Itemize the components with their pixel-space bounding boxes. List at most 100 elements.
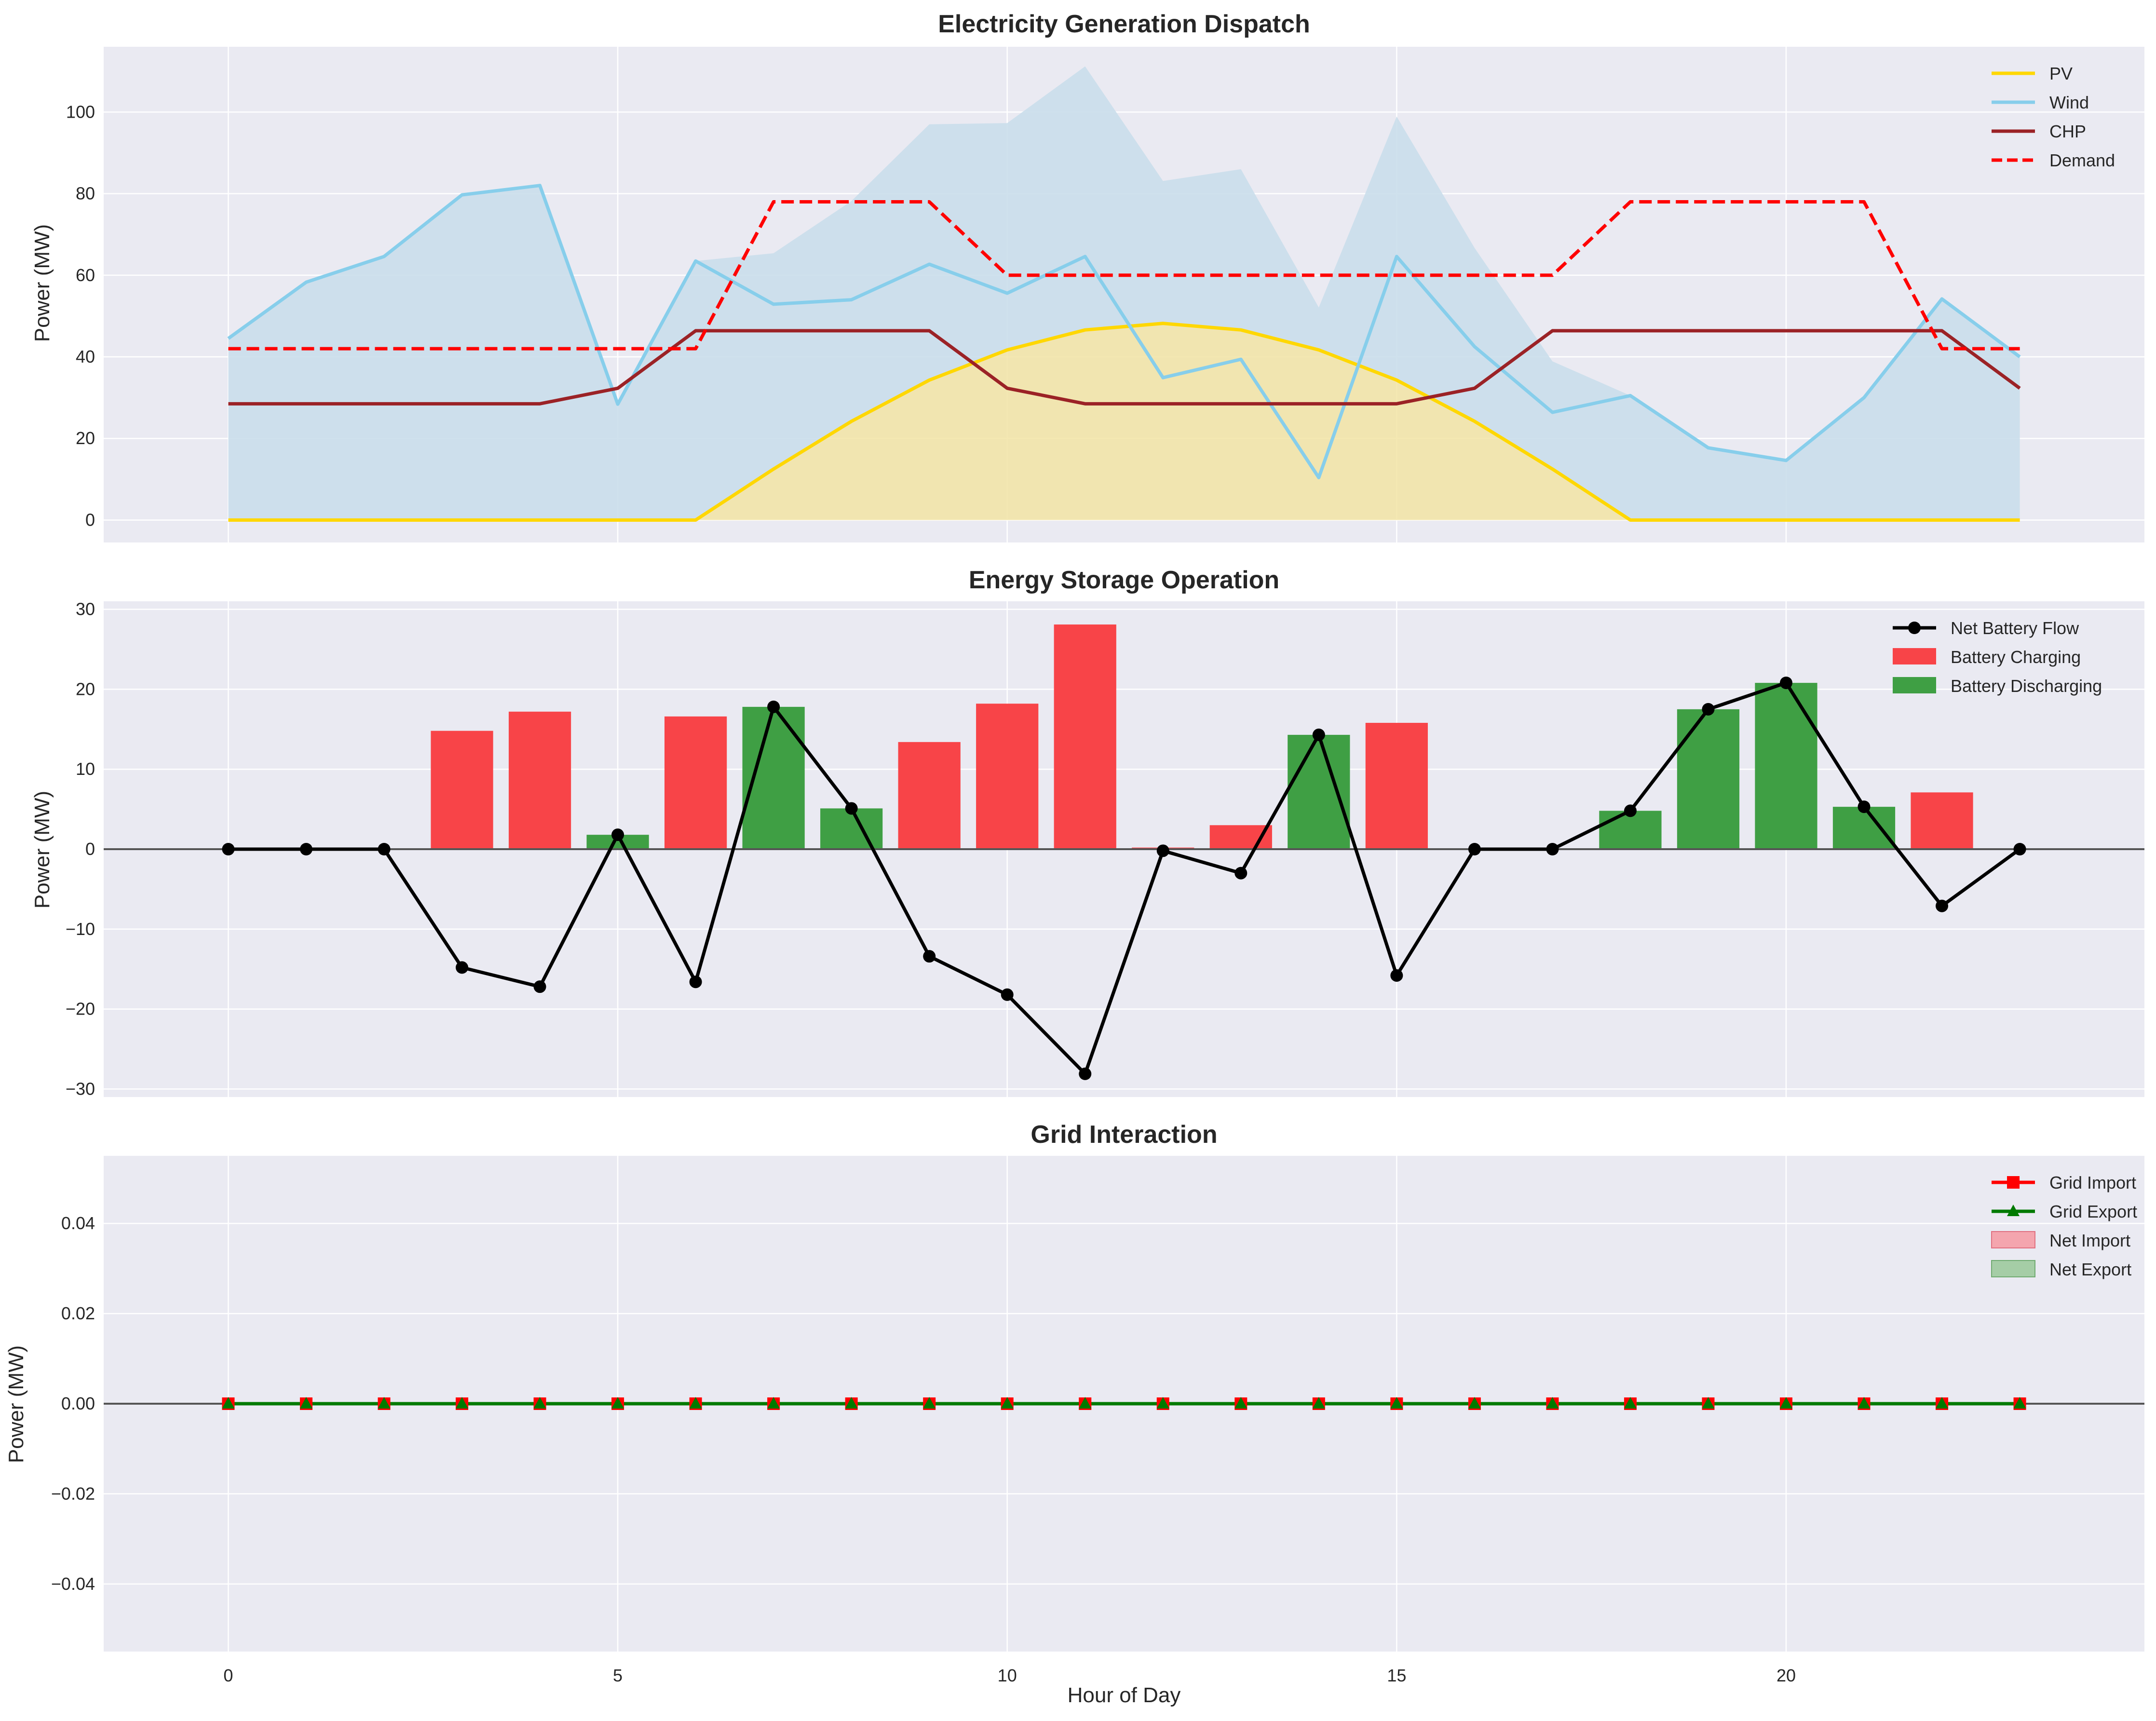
charging-bar: [1911, 792, 1973, 849]
y-tick-label: −30: [66, 1079, 95, 1098]
grid-export-point: [845, 1397, 858, 1409]
legend-label: Battery Discharging: [1951, 676, 2102, 696]
net-battery-point: [299, 843, 312, 855]
y-tick-label: 20: [76, 428, 95, 448]
charging-bar: [664, 716, 727, 849]
grid-export-point: [222, 1397, 235, 1409]
net-battery-point: [1390, 969, 1403, 982]
net-battery-point: [767, 700, 780, 713]
y-tick-label: 0: [85, 510, 95, 529]
y-tick-label: 60: [76, 265, 95, 285]
legend-marker: [2007, 1205, 2020, 1216]
net-battery-point: [456, 961, 469, 974]
grid-export-point: [378, 1397, 391, 1409]
discharging-bar: [1832, 807, 1896, 849]
net-battery-point: [222, 843, 235, 855]
grid-export-point: [1156, 1397, 1169, 1409]
wind-line: [227, 184, 2021, 479]
net-battery-point: [1858, 800, 1871, 813]
legend-swatch: [1991, 1260, 2035, 1277]
y-tick-label: −0.02: [51, 1484, 95, 1504]
net-battery-point: [2013, 843, 2026, 855]
charging-bar: [508, 711, 571, 849]
net-battery-point: [689, 976, 702, 989]
generation-panel: 0 20 40 60 80 100 Electricity Generation Disp…: [30, 10, 2144, 542]
x-tick-label: 5: [613, 1666, 623, 1685]
net-battery-point: [533, 980, 546, 993]
storage-panel: −30 −20 −10 0 10 20 30 Energy Storage Operatio…: [30, 566, 2144, 1098]
net-battery-point: [1234, 867, 1247, 880]
generation-title: Electricity Generation Dispatch: [938, 10, 1310, 38]
grid-export-point: [1001, 1397, 1014, 1409]
net-battery-point: [1702, 703, 1715, 716]
legend-swatch: [1991, 1231, 2035, 1248]
generation-ylabel: Power (MW): [30, 224, 54, 342]
discharging-bar: [820, 808, 883, 849]
x-tick-label: 15: [1387, 1666, 1406, 1685]
demand-line: [228, 200, 2020, 351]
y-tick-label: 0: [85, 839, 95, 859]
y-tick-label: 40: [76, 347, 95, 366]
legend: PV Wind CHP Demand: [1992, 64, 2115, 170]
net-battery-point: [1156, 844, 1169, 857]
plot-area: −0.04 −0.02 0.00 0.02 0.04 0 5 10 15 20: [51, 1156, 2144, 1685]
grid-export-point: [689, 1397, 702, 1409]
y-tick-label: −10: [66, 919, 95, 939]
y-tick-label: 30: [76, 599, 95, 619]
y-tick-label: 10: [76, 759, 95, 779]
grid-xlabel: Hour of Day: [1068, 1683, 1181, 1707]
plot-area: −30 −20 −10 0 10 20 30: [66, 599, 2144, 1098]
grid-export-point: [1858, 1397, 1871, 1409]
legend-label: PV: [2049, 64, 2073, 83]
grid-export-point: [1936, 1397, 1949, 1409]
legend-label: Net Export: [2049, 1260, 2131, 1279]
grid-export-point: [1234, 1397, 1247, 1409]
net-battery-point: [378, 843, 391, 855]
y-tick-label: 0.00: [61, 1394, 95, 1413]
y-tick-label: −0.04: [51, 1574, 95, 1594]
net-battery-point: [845, 802, 858, 815]
grid-export-point: [1468, 1397, 1481, 1409]
grid-export-point: [1624, 1397, 1637, 1409]
legend: Grid Import Grid Export Net Import Net Expo…: [1991, 1173, 2137, 1279]
x-tick-label: 20: [1776, 1666, 1796, 1685]
discharging-bar: [1677, 709, 1740, 849]
chp-line: [228, 329, 2021, 406]
legend-label: Net Battery Flow: [1951, 618, 2079, 638]
grid-export-point: [2013, 1397, 2026, 1409]
pv-line: [228, 322, 2020, 522]
grid-export-point: [1702, 1397, 1715, 1409]
legend: Net Battery Flow Battery Charging Battery …: [1893, 618, 2102, 696]
grid-export-point: [1312, 1397, 1325, 1409]
grid-ylabel: Power (MW): [4, 1345, 28, 1463]
net-battery-point: [923, 950, 936, 963]
grid-title: Grid Interaction: [1031, 1121, 1217, 1149]
legend-label: Grid Export: [2049, 1202, 2137, 1221]
grid-export-point: [1390, 1397, 1403, 1409]
grid-export-point: [299, 1397, 312, 1409]
grid-export-point: [456, 1397, 469, 1409]
grid-export-point: [1546, 1397, 1559, 1409]
net-battery-point: [1546, 843, 1559, 855]
legend-swatch: [1893, 648, 1936, 664]
grid-export-point: [923, 1397, 936, 1409]
y-tick-label: 0.04: [61, 1213, 95, 1233]
storage-ylabel: Power (MW): [30, 791, 54, 908]
discharging-bar: [1755, 683, 1817, 849]
storage-title: Energy Storage Operation: [969, 566, 1279, 594]
net-battery-point: [1624, 804, 1637, 817]
x-tick-label: 10: [998, 1666, 1017, 1685]
grid-panel: −0.04 −0.02 0.00 0.02 0.04 0 5 10 15 20 Grid Inte…: [4, 1121, 2144, 1707]
charging-bar: [976, 704, 1039, 849]
grid-export-point: [533, 1397, 546, 1409]
charging-bar: [1365, 723, 1428, 849]
discharging-bar: [1288, 734, 1350, 849]
charging-bar: [431, 731, 493, 849]
plot-area: 0 20 40 60 80 100: [66, 47, 2144, 542]
net-battery-point: [1779, 677, 1792, 690]
legend-marker: [2007, 1176, 2020, 1189]
legend-label: Net Import: [2049, 1231, 2130, 1250]
net-battery-point: [1001, 988, 1014, 1001]
legend-label: Grid Import: [2049, 1173, 2136, 1193]
